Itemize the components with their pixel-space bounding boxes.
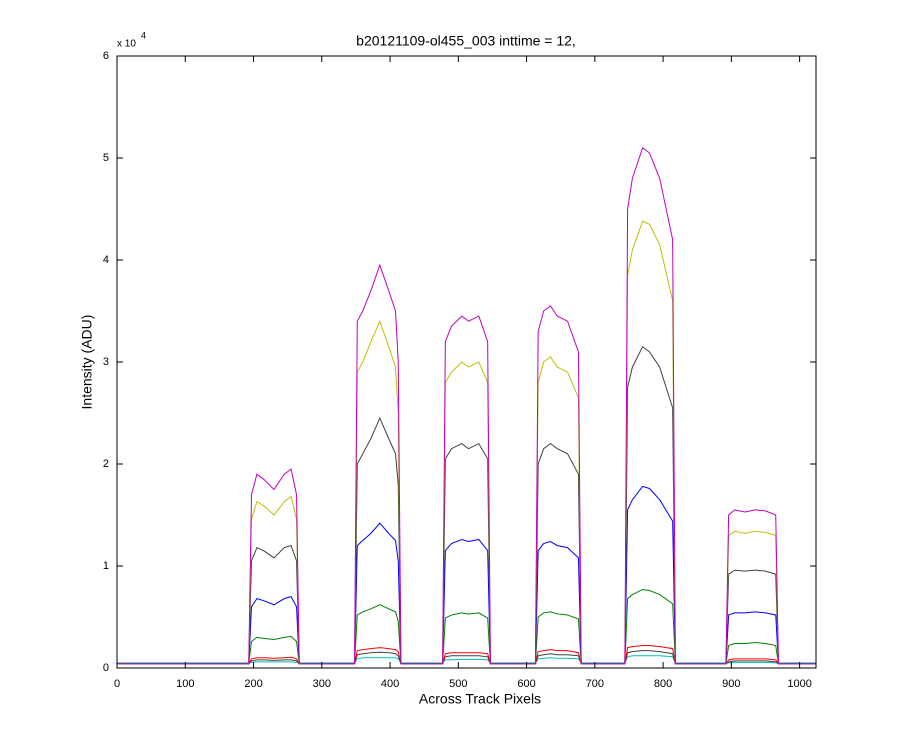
y-tick-label: 5 [103, 152, 109, 164]
x-tick-label: 700 [586, 678, 604, 690]
x-tick-label: 300 [313, 678, 331, 690]
y-axis-label: Intensity (ADU) [79, 315, 95, 410]
y-tick-label: 0 [103, 662, 109, 674]
lines [117, 146, 816, 665]
y-tick-label: 4 [103, 254, 109, 266]
chart-title: b20121109-ol455_003 inttime = 12, [356, 33, 576, 49]
y-tick-label: 1 [103, 560, 109, 572]
x-tick-label: 800 [654, 678, 672, 690]
x-tick-label: 500 [449, 678, 467, 690]
data-line [117, 146, 816, 665]
x-tick-label: 0 [114, 678, 120, 690]
x-tick-label: 400 [381, 678, 399, 690]
exponent-base: x 10 [117, 39, 136, 50]
x-tick-label: 900 [722, 678, 740, 690]
y-tick-label: 6 [103, 50, 109, 62]
plot-area [117, 56, 816, 668]
x-tick-label: 600 [517, 678, 535, 690]
x-tick-label: 1000 [787, 678, 811, 690]
y-tick-label: 3 [103, 356, 109, 368]
x-tick-label: 100 [176, 678, 194, 690]
x-tick-label: 200 [244, 678, 262, 690]
y-tick-label: 2 [103, 458, 109, 470]
ticks: 0 100 200 300 400 500 600 700 800 900 1000 0 1 2 3 4 5 6 [103, 50, 816, 690]
x-axis-label: Across Track Pixels [419, 691, 541, 707]
exponent-power: 4 [141, 30, 146, 40]
